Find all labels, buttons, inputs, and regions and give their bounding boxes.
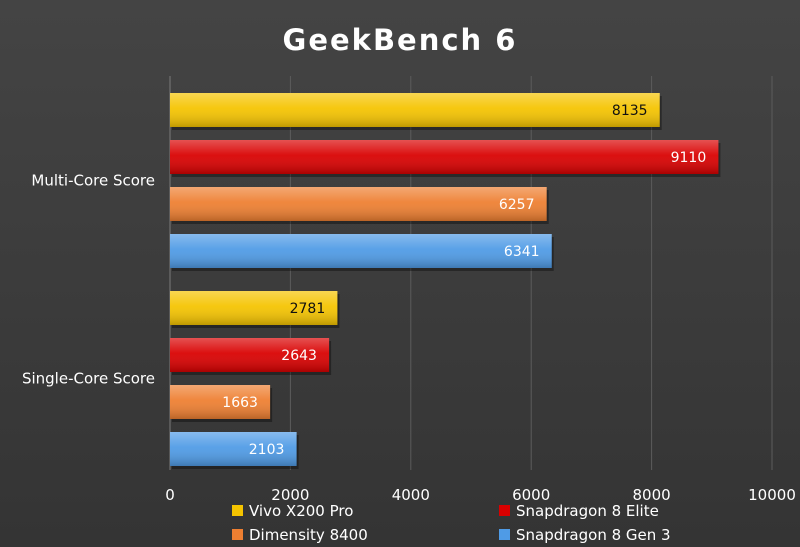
bars: 8135 9110 6257 6341 2781 2643 1663 2103 — [170, 93, 721, 469]
x-tick-label: 8000 — [633, 486, 671, 504]
bar-gloss — [170, 140, 719, 174]
bar-gloss — [170, 338, 330, 372]
legend-label: Dimensity 8400 — [249, 526, 368, 544]
legend-label: Vivo X200 Pro — [249, 502, 353, 520]
data-label: 2103 — [249, 442, 285, 458]
bar-gloss — [170, 187, 547, 221]
legend: Vivo X200 Pro Snapdragon 8 Elite Dimensity… — [232, 502, 671, 544]
legend-label: Snapdragon 8 Elite — [516, 502, 659, 520]
data-label: 6341 — [504, 244, 540, 260]
data-label: 1663 — [222, 395, 258, 411]
x-tick-label: 10000 — [748, 486, 796, 504]
x-axis-tick-labels: 0 2000 4000 6000 8000 10000 — [165, 486, 796, 504]
x-tick-label: 0 — [165, 486, 175, 504]
legend-swatch — [232, 529, 243, 540]
bar-gloss — [170, 93, 660, 127]
bar-gloss — [170, 385, 271, 419]
x-tick-label: 4000 — [392, 486, 430, 504]
data-label: 2643 — [281, 348, 317, 364]
bar-gloss — [170, 234, 552, 268]
legend-swatch — [232, 505, 243, 516]
category-label: Multi-Core Score — [31, 172, 155, 190]
bar-gloss — [170, 432, 297, 466]
legend-swatch — [499, 505, 510, 516]
x-tick-label: 2000 — [271, 486, 309, 504]
data-label: 6257 — [499, 197, 535, 213]
category-label: Single-Core Score — [22, 370, 155, 388]
data-label: 2781 — [290, 301, 326, 317]
bar-gloss — [170, 291, 338, 325]
category-labels: Multi-Core Score Single-Core Score — [22, 172, 155, 388]
legend-swatch — [499, 529, 510, 540]
chart-title: GeekBench 6 — [283, 23, 518, 57]
legend-label: Snapdragon 8 Gen 3 — [516, 526, 671, 544]
data-label: 8135 — [612, 103, 648, 119]
x-tick-label: 6000 — [512, 486, 550, 504]
data-label: 9110 — [671, 150, 707, 166]
